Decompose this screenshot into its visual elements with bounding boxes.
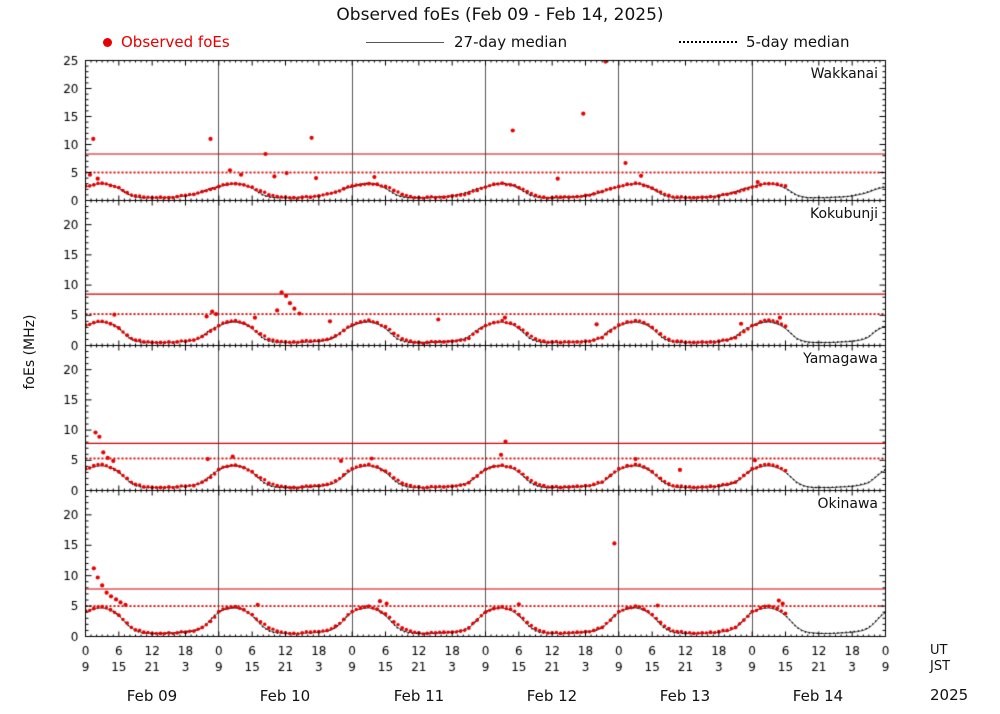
observed-dot-icon: [103, 37, 112, 47]
legend-median5: 5-day median: [679, 31, 850, 53]
station-label-okinawa: Okinawa: [817, 496, 879, 512]
day-label-feb12: Feb 12: [526, 687, 578, 705]
legend-observed-label: Observed foEs: [121, 33, 230, 51]
chart-title: Observed foEs (Feb 09 - Feb 14, 2025): [336, 5, 664, 25]
legend-observed: Observed foEs: [103, 31, 230, 53]
jst-axis-label: JST: [930, 659, 951, 674]
legend-median27-label: 27-day median: [454, 33, 568, 51]
day-label-feb13: Feb 13: [659, 687, 711, 705]
dotted-line-icon: [679, 41, 737, 43]
station-label-wakkanai: Wakkanai: [810, 66, 878, 82]
station-label-kokubunji: Kokubunji: [809, 206, 878, 222]
station-label-yamagawa: Yamagawa: [803, 351, 878, 367]
day-label-feb09: Feb 09: [126, 687, 178, 705]
ut-axis-label: UT: [930, 643, 948, 658]
day-label-feb10: Feb 10: [259, 687, 311, 705]
legend-median5-label: 5-day median: [746, 33, 850, 51]
y-axis-label: foEs (MHz): [22, 314, 38, 390]
year-label: 2025: [930, 686, 969, 704]
legend-median27: 27-day median: [366, 31, 567, 53]
day-label-feb11: Feb 11: [393, 687, 445, 705]
day-label-feb14: Feb 14: [792, 687, 844, 705]
solid-line-icon: [366, 41, 444, 43]
